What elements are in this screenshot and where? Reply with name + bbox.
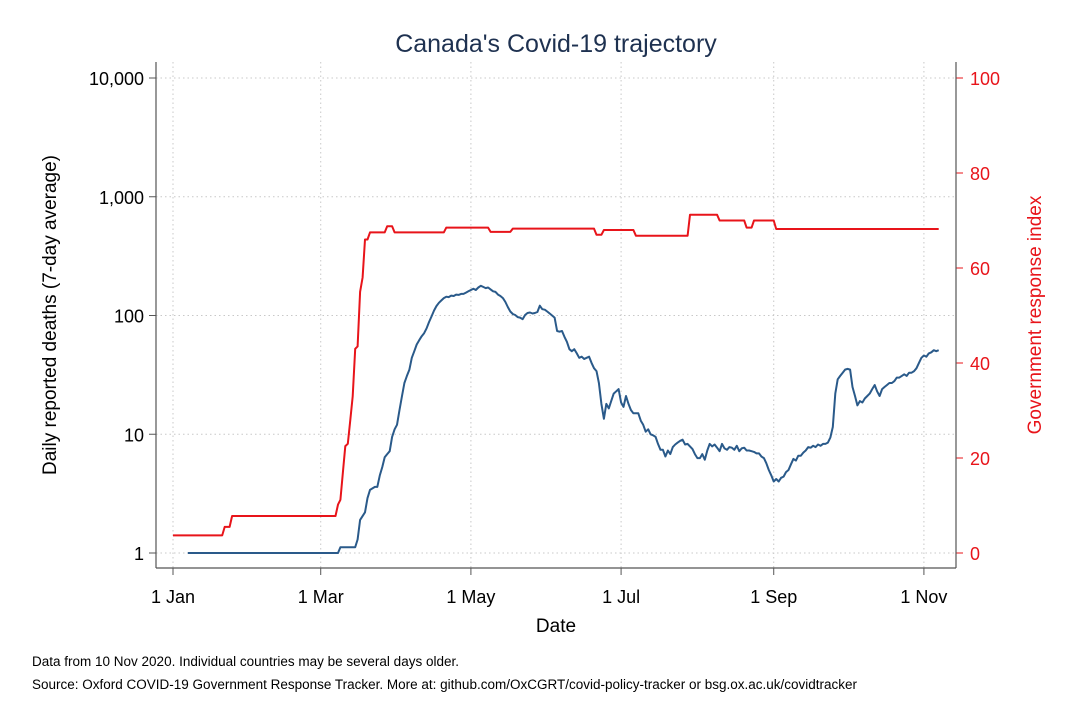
data-note: Data from 10 Nov 2020. Individual countr…	[32, 654, 459, 669]
source-note: Source: Oxford COVID-19 Government Respo…	[32, 677, 858, 692]
x-tick-label: 1 Jul	[602, 587, 640, 607]
y-left-tick-label: 10,000	[89, 69, 144, 89]
y-axis-left-title: Daily reported deaths (7-day average)	[40, 155, 61, 475]
x-tick-label: 1 Mar	[298, 587, 344, 607]
grid	[156, 62, 956, 568]
y-right-tick-label: 60	[970, 259, 990, 279]
series-layer	[173, 213, 940, 554]
chart-title: Canada's Covid-19 trajectory	[395, 30, 717, 58]
y-right-tick-label: 20	[970, 449, 990, 469]
y-right-tick-label: 40	[970, 354, 990, 374]
y-left-tick-label: 1,000	[99, 188, 144, 208]
y-left-tick-label: 10	[124, 425, 144, 445]
y-right-tick-label: 80	[970, 164, 990, 184]
x-axis-title: Date	[536, 616, 576, 637]
deaths-series-line	[187, 284, 940, 554]
axes: 1 Jan 1 Mar 1 May 1 Jul 1 Sep 1 Nov 1 10 100 1,00…	[89, 62, 1000, 607]
y-right-tick-label: 0	[970, 544, 980, 564]
y-right-tick-label: 100	[970, 69, 1000, 89]
y-axis-right-title: Government response index	[1025, 195, 1046, 434]
y-left-tick-label: 1	[134, 544, 144, 564]
x-tick-label: 1 Jan	[151, 587, 195, 607]
y-left-tick-label: 100	[114, 307, 144, 327]
x-tick-label: 1 Nov	[900, 587, 947, 607]
chart: Canada's Covid-19 trajectory 1 Jan 1 Mar 1…	[40, 30, 1046, 637]
x-tick-label: 1 Sep	[750, 587, 797, 607]
x-tick-label: 1 May	[446, 587, 495, 607]
response-index-series-line	[173, 213, 939, 537]
